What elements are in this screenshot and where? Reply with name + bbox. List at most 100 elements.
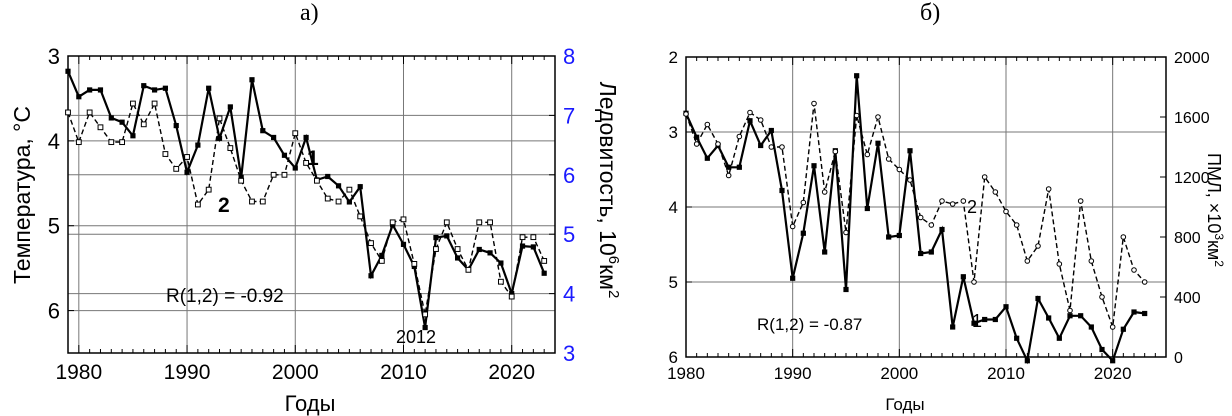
- series-2-point: [270, 171, 277, 178]
- series-1-point: [433, 234, 439, 241]
- series-1-line: [66, 70, 546, 328]
- series-1-point: [141, 83, 147, 89]
- series-1-point: [1088, 324, 1094, 330]
- panel-a-label: а): [300, 0, 319, 26]
- series-2-point: [65, 109, 71, 116]
- series-1-point: [1056, 335, 1062, 341]
- series-2-point: [324, 195, 331, 202]
- series-2-point: [508, 293, 515, 300]
- series-2-point: [981, 174, 988, 180]
- y-right-tick-label: 2000: [1174, 50, 1210, 67]
- series-1-point: [758, 142, 764, 149]
- series-1-point: [694, 134, 700, 140]
- series-1-point: [303, 134, 309, 141]
- series-1-label: 1: [307, 147, 319, 170]
- y-left-tick-label: 5: [669, 273, 678, 292]
- series-2-point: [119, 139, 126, 146]
- series-1-point: [325, 173, 331, 180]
- series-2-point: [1120, 234, 1127, 240]
- series-2-point: [992, 189, 999, 195]
- series-2-point: [422, 311, 429, 318]
- series-2-point: [875, 114, 881, 120]
- series-1-point: [907, 148, 913, 154]
- series-2-point: [715, 141, 721, 147]
- series-1-point: [184, 169, 190, 175]
- series-1-point: [747, 118, 753, 124]
- x-tick-label: 2000: [272, 361, 319, 384]
- series-1-point: [335, 183, 342, 189]
- series-2-point: [1099, 294, 1105, 300]
- series-2-point: [832, 148, 839, 155]
- series-2-point: [843, 229, 849, 236]
- series-2-point: [497, 278, 504, 285]
- y-left-tick-label: 4: [669, 198, 678, 217]
- series-2-point: [86, 109, 93, 116]
- series-2-point: [378, 258, 385, 264]
- series-1-point: [1003, 304, 1009, 310]
- x-tick-label: 1990: [164, 361, 211, 384]
- x-axis-label: Годы: [285, 391, 336, 416]
- series-2-point: [400, 216, 407, 223]
- series-1-point: [509, 291, 515, 297]
- series-1-point: [455, 255, 461, 261]
- series-2-point: [259, 198, 266, 205]
- series-2-point: [768, 144, 775, 150]
- series-2-point: [811, 100, 817, 107]
- series-1-point: [151, 87, 158, 93]
- series-1-point: [476, 246, 482, 253]
- series-1-point: [227, 104, 233, 110]
- y-right-tick-label: 0: [1174, 350, 1183, 367]
- y-right-tick-label: 6: [563, 163, 575, 188]
- series-1-point: [822, 249, 828, 255]
- series-1-point: [875, 140, 881, 146]
- series-1-point: [292, 165, 298, 171]
- series-1-point: [97, 87, 104, 93]
- series-1-point: [1110, 358, 1116, 364]
- series-2-label: 2: [967, 197, 977, 217]
- series-2-point: [184, 154, 190, 160]
- series-2-point: [205, 186, 212, 193]
- r-annotation: R(1,2) = -0.92: [166, 286, 284, 307]
- series-2-point: [800, 199, 807, 206]
- series-1-point: [162, 85, 168, 91]
- series-1-point: [939, 226, 945, 233]
- series-2-point: [411, 261, 418, 267]
- series-2-point: [960, 198, 967, 204]
- x-tick-label: 2010: [380, 361, 427, 384]
- x-tick-label: 1990: [774, 364, 812, 383]
- plot-frame: [67, 55, 556, 354]
- series-1-point: [541, 270, 547, 276]
- series-2-point: [789, 223, 796, 230]
- y-left-tick-label: 3: [48, 44, 60, 69]
- series-2-point: [1024, 258, 1031, 264]
- series-1-point: [918, 250, 924, 257]
- y-right-tick-label: 1600: [1174, 110, 1210, 127]
- series-2-point: [476, 219, 483, 226]
- series-2-point: [683, 111, 689, 117]
- y-left-tick-label: 6: [669, 348, 678, 367]
- series-1-point: [864, 205, 870, 212]
- series-1-point: [368, 273, 374, 279]
- series-2-point: [368, 240, 374, 247]
- series-1-point: [854, 73, 860, 79]
- series-1-point: [76, 94, 82, 100]
- series-2-line: [685, 103, 1146, 328]
- series-1-point: [1024, 358, 1030, 364]
- series-1-point: [704, 155, 710, 161]
- series-1-point: [346, 199, 352, 205]
- series-2-point: [249, 198, 255, 205]
- y-right-tick-label: 8: [563, 44, 575, 69]
- series-2-point: [108, 139, 115, 146]
- y-right-tick-label: 800: [1174, 230, 1201, 247]
- series-1-point: [982, 316, 988, 323]
- series-2-point: [357, 213, 364, 220]
- series-2-point: [928, 222, 935, 228]
- series-2-point: [530, 234, 537, 241]
- series-2-point: [433, 246, 439, 252]
- series-2-point: [346, 186, 353, 193]
- x-tick-label: 1980: [667, 364, 705, 383]
- y-right-tick-label: 400: [1174, 290, 1201, 307]
- series-1-point: [992, 316, 998, 323]
- series-2-point: [757, 117, 764, 123]
- r-annotation: R(1,2) = -0.87: [757, 315, 862, 334]
